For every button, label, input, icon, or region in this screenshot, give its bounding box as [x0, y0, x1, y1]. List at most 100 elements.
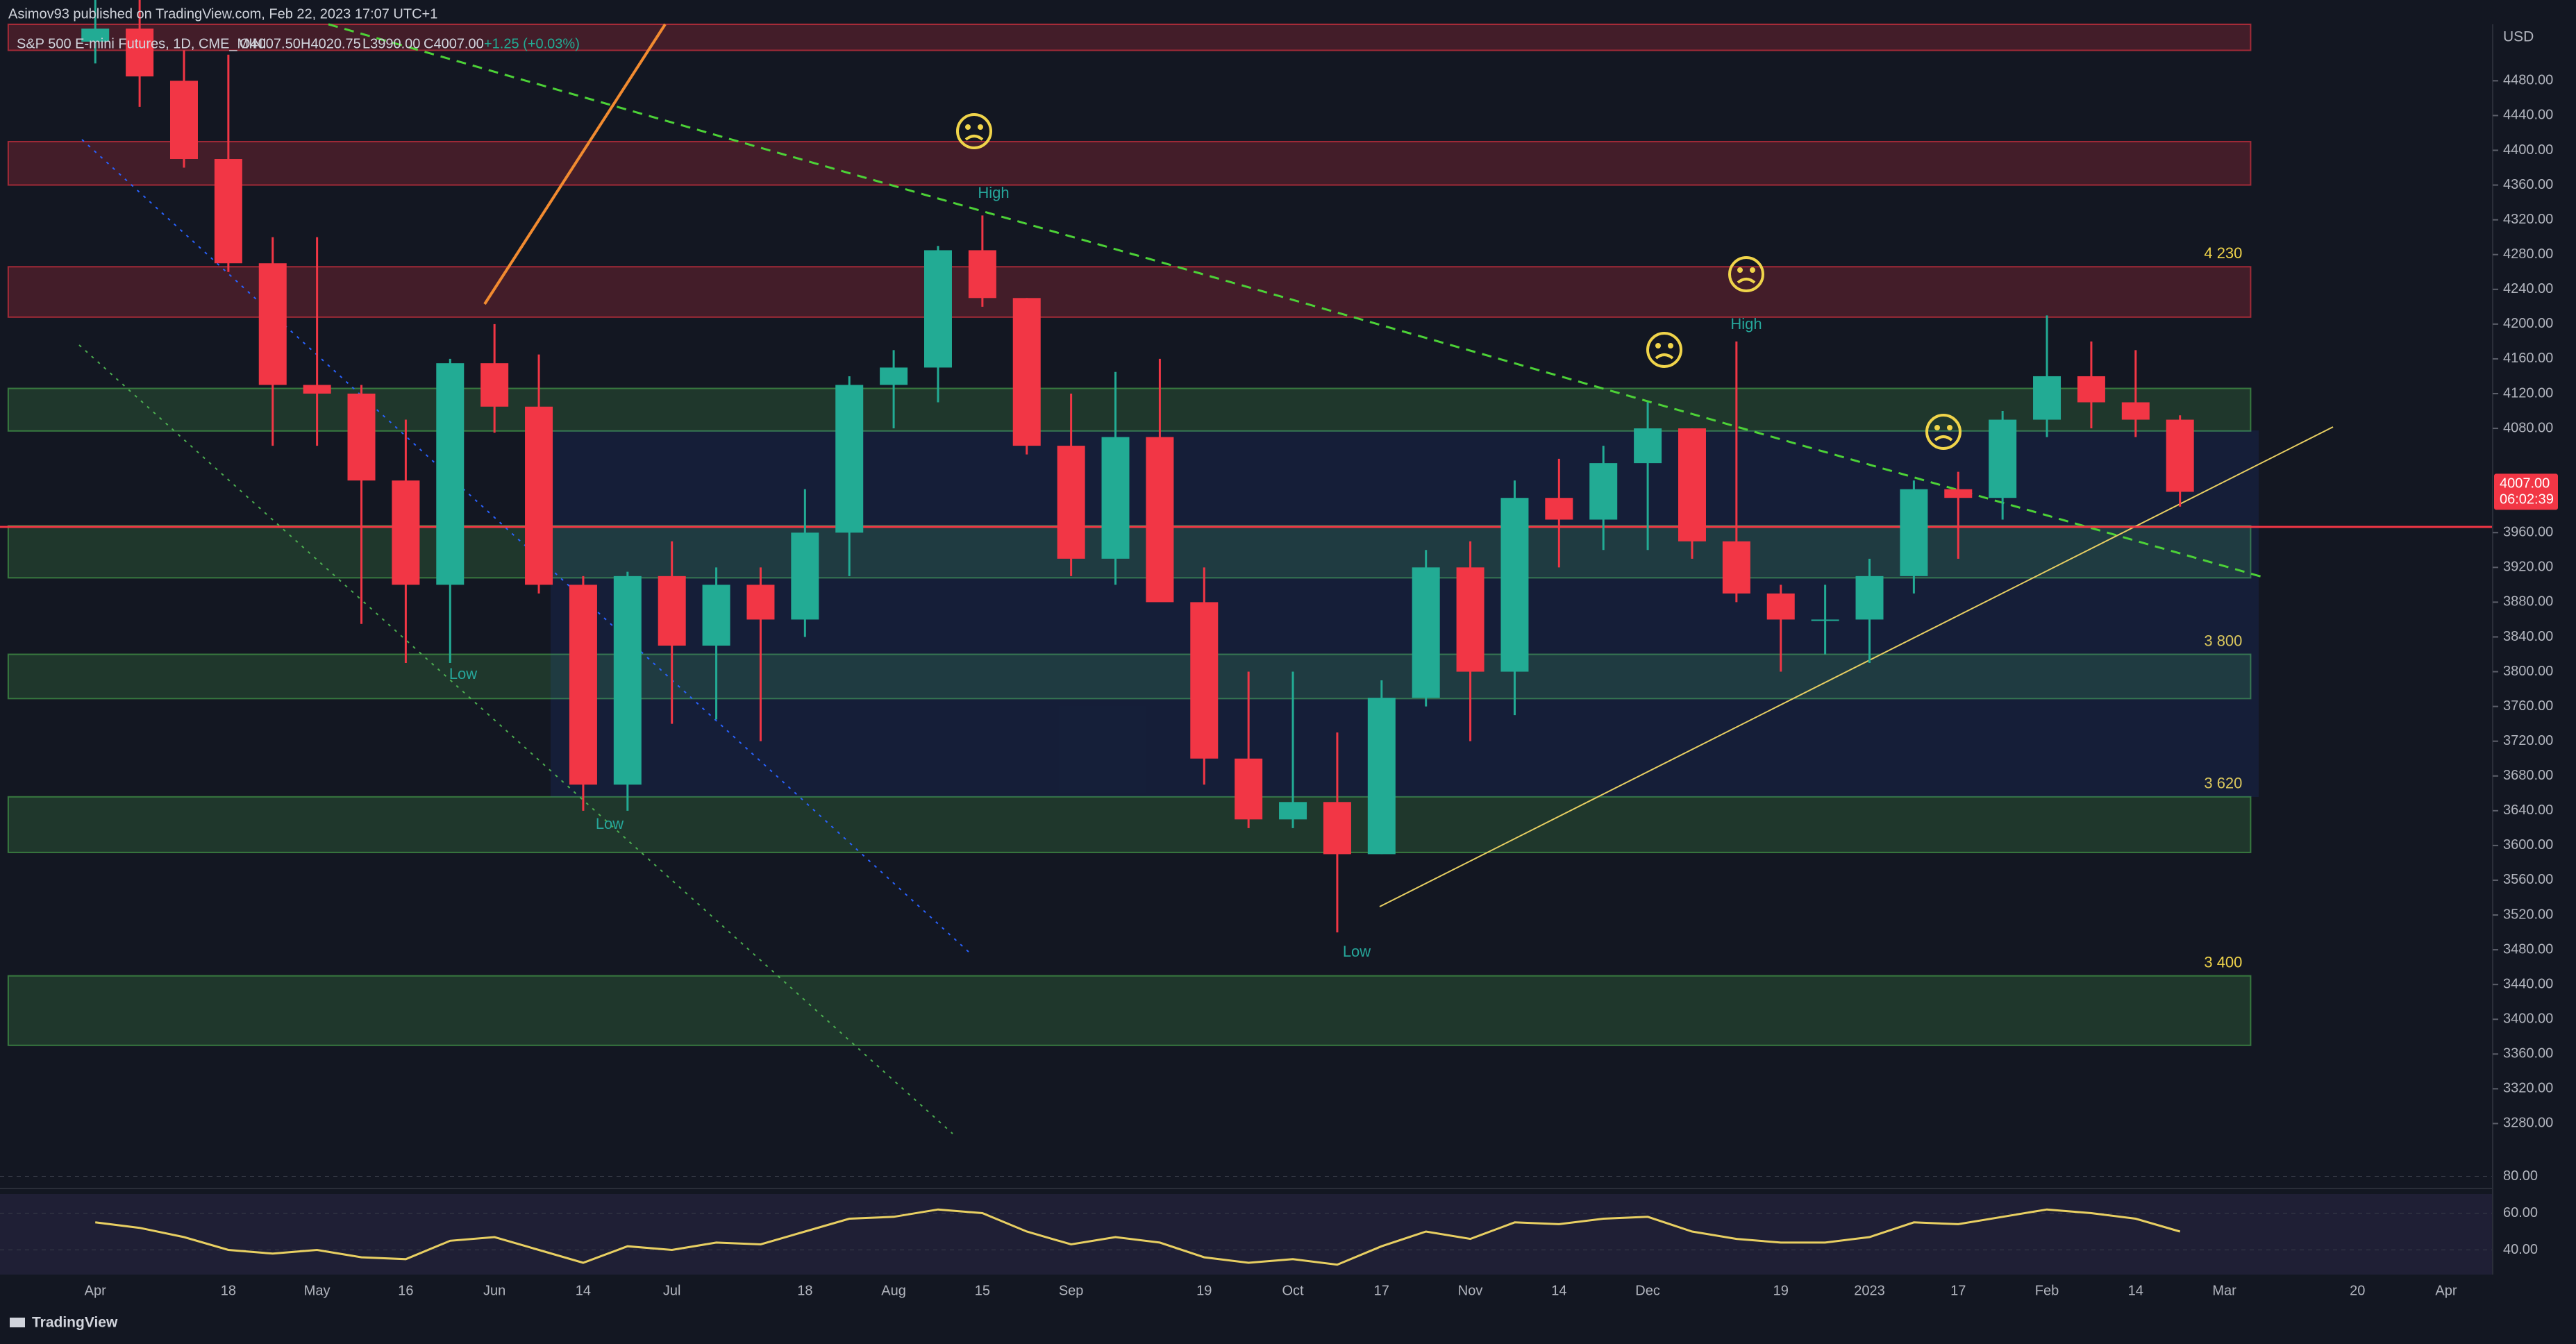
x-tick-label: Jul: [663, 1283, 681, 1298]
candle-body: [791, 532, 819, 620]
y-tick-label: 3720.00: [2503, 733, 2553, 748]
x-tick-label: Sep: [1059, 1283, 1084, 1298]
y-tick-label: 3640.00: [2503, 803, 2553, 818]
candle-body: [392, 480, 420, 585]
last-price-tag: [2494, 473, 2558, 510]
candle-body: [1190, 602, 1219, 759]
candle-body: [658, 576, 686, 646]
y-tick-label: 4440.00: [2503, 108, 2553, 123]
y-tick-label: 3840.00: [2503, 629, 2553, 644]
rsi: 80.00 60.00 40.00: [0, 1168, 2538, 1266]
candle-body: [1678, 428, 1706, 541]
y-tick-label: 3760.00: [2503, 698, 2553, 714]
candle-body: [1235, 758, 1263, 820]
y-tick-label: 3920.00: [2503, 560, 2553, 575]
x-tick-label: 15: [975, 1283, 990, 1298]
trend-line: [1379, 426, 2334, 907]
annotation: Low: [1343, 943, 1371, 960]
x-tick-label: Aug: [881, 1283, 906, 1298]
candle-body: [1589, 463, 1618, 520]
y-tick-label: 3680.00: [2503, 768, 2553, 783]
candle-body: [1811, 619, 1839, 621]
y-tick-label: 3800.00: [2503, 664, 2553, 679]
ohlc-change: +1.25 (+0.03%): [484, 36, 580, 51]
candle-body: [258, 263, 287, 385]
x-tick-label: Apr: [2435, 1283, 2457, 1298]
brand: TradingView: [32, 1315, 118, 1331]
candle-body: [1146, 437, 1174, 603]
y-tick-label: 3480.00: [2503, 941, 2553, 957]
y-tick-label: 4360.00: [2503, 177, 2553, 192]
trend-line: [328, 23, 2268, 580]
candle-body: [1456, 567, 1484, 672]
candle-body: [1367, 698, 1396, 855]
y-tick-label: 3400.00: [2503, 1011, 2553, 1027]
candle-body: [1057, 446, 1085, 559]
candle-body: [480, 363, 509, 407]
candle-body: [1412, 567, 1440, 698]
x-tick-label: 2023: [1854, 1283, 1885, 1298]
zone-label: 3 620: [2204, 775, 2242, 792]
ohlc-open: O4007.50: [240, 36, 301, 51]
annotation: High: [1730, 315, 1762, 333]
rsi-tick-label: 60.00: [2503, 1205, 2538, 1220]
y-tick-label: 4160.00: [2503, 351, 2553, 366]
x-tick-label: Apr: [85, 1283, 106, 1298]
candle-body: [1545, 498, 1573, 520]
x-tick-label: 20: [2350, 1283, 2365, 1298]
logo: TradingView: [10, 1315, 118, 1331]
candle-body: [1900, 489, 1928, 576]
x-tick-label: Feb: [2035, 1283, 2059, 1298]
x-tick-label: 19: [1773, 1283, 1789, 1298]
annotation: Low: [449, 665, 477, 682]
candle-body: [569, 585, 597, 785]
x-tick-label: 14: [1551, 1283, 1566, 1298]
x-tick-label: Jun: [483, 1283, 505, 1298]
zone: [7, 653, 2252, 700]
candle-body: [1634, 428, 1662, 464]
y-tick-label: 3320.00: [2503, 1081, 2553, 1096]
y-tick-label: 3440.00: [2503, 976, 2553, 991]
range-box: [551, 430, 2259, 797]
y-tick-label: 3960.00: [2503, 525, 2553, 540]
rsi-tick-label: 40.00: [2503, 1242, 2538, 1257]
candles: [81, 0, 2194, 933]
y-tick-label: 4280.00: [2503, 246, 2553, 262]
zone: [7, 140, 2252, 186]
trend-line: [483, 23, 667, 305]
candle-body: [303, 385, 331, 394]
y-tick-label: 4400.00: [2503, 142, 2553, 158]
annotation: High: [978, 184, 1009, 201]
y-tick-label: 3880.00: [2503, 594, 2553, 610]
zone-label: 3 800: [2204, 632, 2242, 649]
candle-body: [214, 159, 242, 264]
zone-label: 3 400: [2204, 953, 2242, 971]
candle-body: [1989, 419, 2017, 498]
y-tick-label: 3360.00: [2503, 1046, 2553, 1061]
candle-body: [1323, 802, 1351, 855]
candle-body: [613, 576, 642, 785]
x-tick-label: 17: [1374, 1283, 1389, 1298]
zone: [7, 266, 2252, 318]
x-tick-label: Nov: [1458, 1283, 1483, 1298]
candle-body: [835, 385, 864, 533]
candle-body: [2121, 402, 2150, 420]
candle-body: [1722, 541, 1750, 594]
symbol: S&P 500 E-mini Futures, 1D, CME_MINI: [17, 36, 267, 51]
candle-body: [1500, 498, 1529, 672]
x-tick-label: 14: [576, 1283, 591, 1298]
currency: USD: [2503, 29, 2534, 45]
candle-body: [968, 250, 996, 299]
candle-body: [2166, 419, 2194, 492]
candle-body: [1279, 802, 1307, 820]
rsi-panel: [0, 1194, 2493, 1275]
candle-body: [126, 28, 154, 77]
annotation: Low: [596, 815, 624, 832]
zones: 4 230 3 800 3 620 3 400: [7, 24, 2252, 1046]
sad-face: [956, 113, 1962, 450]
y-tick-label: 3520.00: [2503, 907, 2553, 922]
zone: [7, 525, 2252, 579]
candle-body: [923, 250, 952, 368]
candle-body: [347, 393, 376, 481]
